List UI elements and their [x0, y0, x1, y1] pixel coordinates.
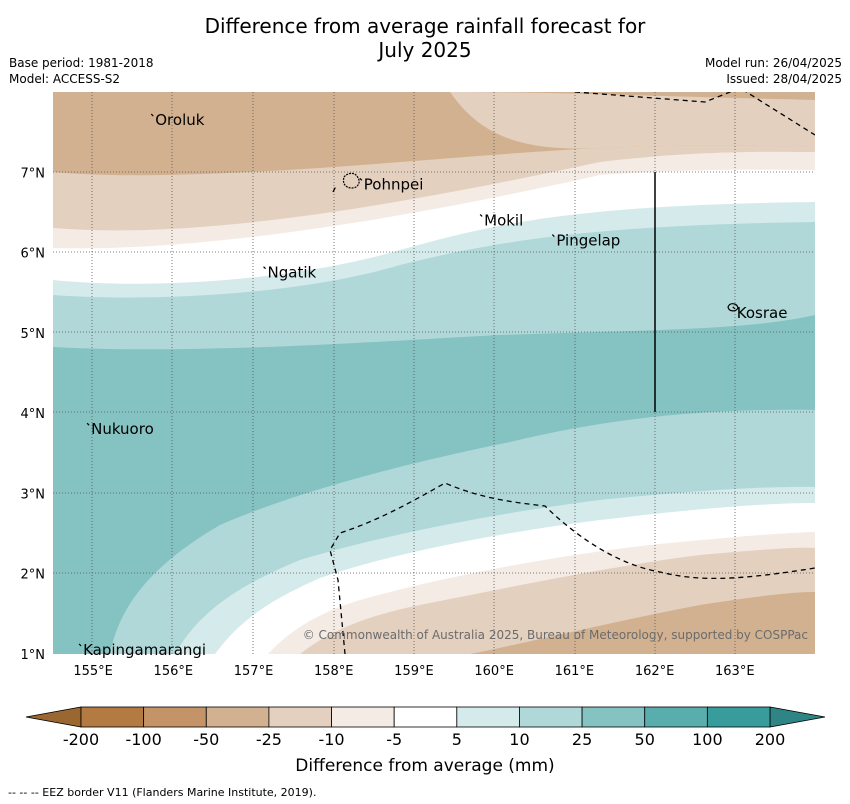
kosrae-island: [727, 303, 739, 312]
colorbar-swatch: [456, 706, 520, 728]
place-marker: [150, 113, 154, 117]
place-marker: [551, 234, 555, 237]
band-minus-50-south: [470, 592, 815, 654]
colorbar-swatch: [393, 706, 458, 728]
place-marker: [86, 422, 90, 426]
eez-borders: [329, 92, 815, 654]
x-tick-label: 159°E: [394, 664, 434, 679]
footer-note: -- -- -- EEZ border V11 (Flanders Marine…: [8, 786, 317, 799]
colorbar-tick-label: 10: [509, 730, 530, 749]
place-marker: [732, 306, 736, 310]
copyright-notice: © Commonwealth of Australia 2025, Bureau…: [302, 628, 808, 642]
x-tick-label: 160°E: [474, 664, 514, 679]
y-tick-label: 5°N: [21, 327, 46, 342]
x-tick-label: 162°E: [635, 664, 675, 679]
chart-title: Difference from average rainfall forecas…: [0, 14, 850, 62]
colorbar-tick-label: 200: [754, 730, 786, 749]
x-tick-label: 156°E: [154, 664, 194, 679]
colorbar-tick-label: -100: [125, 730, 162, 749]
place-label: Pohnpei: [364, 175, 424, 193]
place-marker: [78, 643, 82, 647]
place-label: Mokil: [484, 211, 523, 229]
colorbar-swatch: [581, 706, 646, 728]
place-label: Pingelap: [556, 232, 620, 250]
base-period-text: Base period: 1981-2018: [9, 56, 154, 70]
place-label: Oroluk: [155, 111, 204, 129]
band-minus-25-top: [450, 92, 815, 149]
colorbar-tick-label: 25: [571, 730, 593, 749]
y-tick-label: 2°N: [21, 568, 46, 583]
colorbar-tick-label: -5: [386, 730, 403, 749]
colorbar-swatch: [331, 706, 395, 728]
colorbar-tick-label: -50: [193, 730, 220, 749]
colorbar-tick-label: -10: [318, 730, 345, 749]
colorbar-title: Difference from average (mm): [295, 756, 555, 776]
meta-left: Base period: 1981-2018 Model: ACCESS-S2: [9, 55, 154, 87]
colorbar-over-arrow: [769, 706, 826, 728]
model-run-text: Model run: 26/04/2025: [704, 56, 842, 70]
colorbar-tick-label: -25: [255, 730, 282, 749]
x-tick-label: 155°E: [73, 664, 113, 679]
colorbar-tick-label: -200: [62, 730, 100, 749]
graticule: [53, 92, 815, 654]
x-tick-label: 158°E: [314, 664, 354, 679]
colorbar-swatch: [268, 706, 332, 728]
contour-fills: [53, 92, 815, 654]
y-tick-label: 7°N: [21, 166, 46, 181]
x-tick-label: 163°E: [715, 664, 755, 679]
place-label: Kapingamarangi: [83, 641, 206, 659]
colorbar-swatch: [706, 706, 771, 728]
colorbar-swatch: [143, 706, 207, 728]
colorbar-swatch: [205, 706, 270, 728]
place-labels: Oroluk Pohnpei Mokil Pingelap Ngatik Kosrae Nu…: [78, 111, 788, 659]
pohnpei-island: [342, 172, 360, 189]
island-outlines: [342, 172, 739, 312]
x-tick-label: 161°E: [555, 664, 595, 679]
issued-text: Issued: 28/04/2025: [726, 72, 842, 86]
meta-right: Model run: 26/04/2025 Issued: 28/04/2025: [705, 55, 842, 87]
colorbar-tick-label: 5: [451, 730, 462, 749]
place-marker: [479, 214, 483, 217]
colorbar-swatch: [644, 706, 708, 728]
colorbar-tick-label: 100: [692, 730, 723, 749]
y-tick-label: 4°N: [21, 407, 46, 422]
title-line-1: Difference from average rainfall forecas…: [204, 14, 646, 38]
colorbar: [25, 706, 826, 728]
place-label: Nukuoro: [91, 420, 154, 438]
y-tick-label: 6°N: [21, 247, 46, 262]
title-line-2: July 2025: [378, 38, 472, 62]
colorbar-swatch: [519, 706, 583, 728]
x-tick-label: 157°E: [234, 664, 274, 679]
colorbar-swatch: [80, 706, 145, 728]
y-tick-label: 1°N: [21, 648, 46, 663]
axis-tick-labels: 155°E 156°E 157°E 158°E 159°E 160°E 161°E 162°E…: [21, 166, 755, 679]
place-label: Kosrae: [737, 304, 788, 322]
colorbar-under-arrow: [25, 706, 82, 728]
place-label: Ngatik: [268, 264, 317, 282]
model-text: Model: ACCESS-S2: [9, 72, 121, 86]
place-marker: [359, 177, 363, 181]
colorbar-tick-label: 50: [634, 730, 655, 749]
y-tick-label: 3°N: [21, 487, 46, 502]
place-marker: [263, 266, 266, 270]
